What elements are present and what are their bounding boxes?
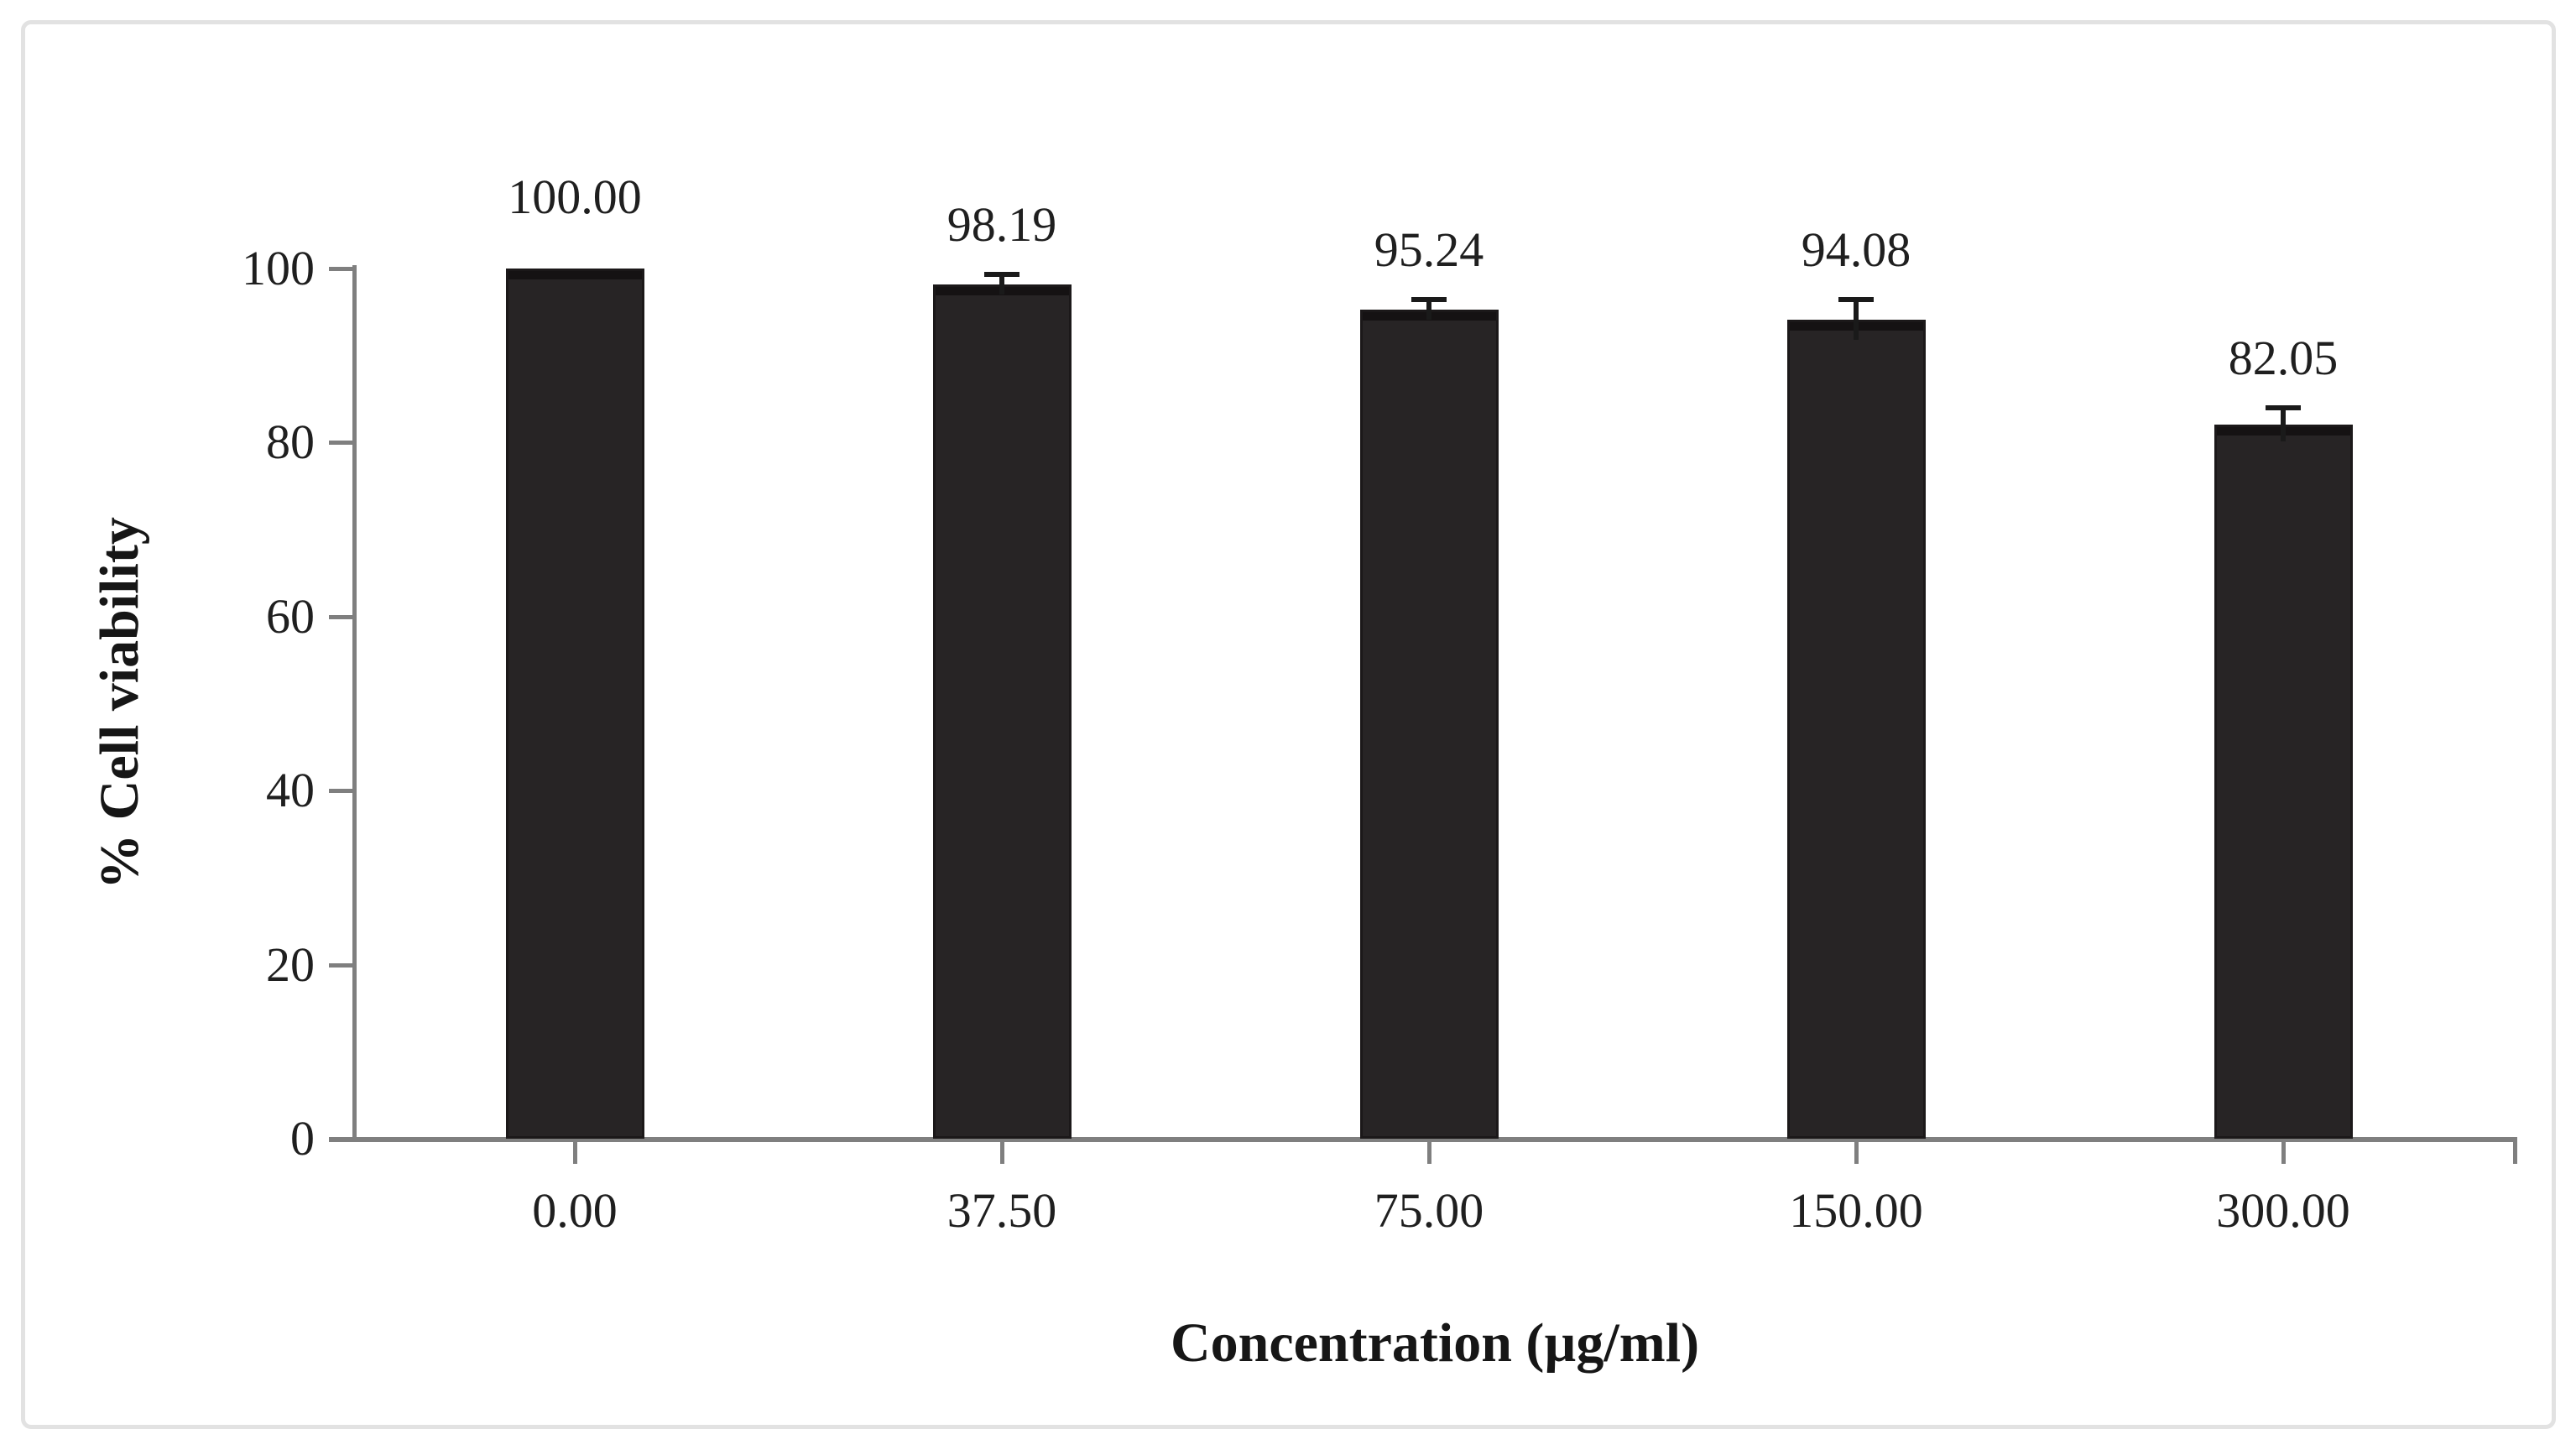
x-tick-label: 0.00	[532, 1183, 618, 1238]
y-axis-title: % Cell viability	[89, 517, 150, 889]
bar	[1786, 320, 1926, 1139]
x-tick	[1000, 1142, 1004, 1164]
error-bar-cap	[1411, 297, 1447, 302]
error-bar-cap	[984, 272, 1019, 277]
error-bar-line	[2281, 408, 2286, 441]
y-tick-label: 80	[266, 415, 315, 470]
y-tick	[329, 789, 352, 794]
x-axis-line	[329, 1137, 2517, 1142]
bar-value-label: 95.24	[1374, 222, 1484, 277]
x-tick-label: 37.50	[946, 1183, 1057, 1238]
y-tick	[329, 441, 352, 446]
x-tick-label: 75.00	[1374, 1183, 1484, 1238]
error-bar-cap	[2266, 405, 2301, 410]
x-tick	[573, 1142, 577, 1164]
bar-value-label: 94.08	[1801, 222, 1911, 277]
x-tick-label: 150.00	[1789, 1183, 1923, 1238]
x-axis-end-tick	[2513, 1142, 2517, 1164]
x-tick	[1427, 1142, 1431, 1164]
x-tick-label: 300.00	[2216, 1183, 2350, 1238]
x-tick	[2281, 1142, 2286, 1164]
error-bar-line	[1426, 300, 1431, 320]
error-bar-line	[1854, 300, 1859, 340]
error-bar-cap	[1838, 297, 1874, 302]
y-tick-label: 0	[290, 1111, 315, 1166]
y-tick	[329, 1137, 352, 1141]
y-tick-label: 20	[266, 936, 315, 992]
bar	[1359, 310, 1499, 1139]
bar	[2214, 425, 2353, 1139]
bar-value-label: 82.05	[2228, 331, 2339, 385]
y-tick	[329, 962, 352, 968]
y-tick-label: 60	[266, 588, 315, 644]
bar	[505, 269, 644, 1139]
bar-value-label: 98.19	[946, 197, 1057, 252]
bar	[932, 284, 1072, 1139]
y-tick-label: 40	[266, 763, 315, 818]
error-bar-line	[999, 274, 1004, 295]
figure-border	[21, 20, 2556, 1429]
x-axis-title: Concentration (µg/ml)	[1170, 1312, 1700, 1374]
bar-value-label: 100.00	[508, 170, 642, 224]
y-tick-label: 100	[242, 241, 315, 295]
y-tick	[329, 267, 352, 271]
y-tick	[329, 614, 352, 619]
y-axis-line	[352, 265, 357, 1142]
x-tick	[1854, 1142, 1859, 1164]
